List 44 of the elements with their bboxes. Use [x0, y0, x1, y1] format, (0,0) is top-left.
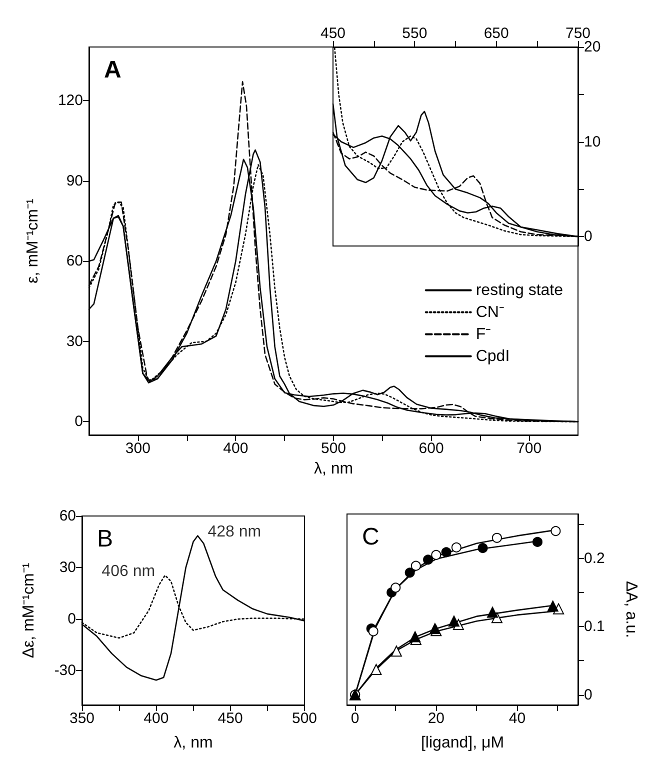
- y-tick-label: 0.2: [584, 550, 605, 567]
- x-tick-label: 40: [508, 710, 526, 727]
- x-tick-label: 500: [320, 440, 346, 457]
- y-tick-label: 30: [66, 332, 83, 350]
- y-tick-label: 10: [584, 133, 601, 150]
- x-tick-label: 350: [69, 710, 95, 727]
- x-tick-label: 0: [350, 710, 360, 727]
- y-tick-label: 0: [74, 413, 83, 430]
- x-axis-title: λ, nm: [314, 460, 354, 478]
- x-tick-label: 650: [484, 25, 509, 42]
- x-tick-label: 400: [223, 440, 248, 457]
- y-axis-title: ε, mM⁻¹cm⁻¹: [24, 198, 42, 284]
- legend-label: F⁻: [476, 326, 491, 343]
- y-tick-label: -30: [54, 662, 76, 680]
- y-tick-label: 60: [59, 508, 76, 524]
- chart-title: C: [362, 524, 380, 550]
- legend-label: resting state: [476, 282, 564, 299]
- chart-title: A: [104, 56, 122, 84]
- y-axis-title: ΔA, a.u.: [622, 581, 640, 638]
- y-tick-label: 0: [68, 610, 76, 628]
- x-tick-label: 450: [218, 710, 243, 727]
- y-tick-label: 90: [66, 172, 83, 190]
- y-tick-label: 30: [59, 559, 76, 576]
- x-tick-label: 400: [144, 710, 169, 727]
- chart-title: B: [97, 526, 114, 552]
- x-tick-label: 300: [125, 440, 150, 457]
- x-axis-title: λ, nm: [174, 734, 213, 752]
- y-tick-label: 60: [66, 252, 83, 270]
- legend-label: CpdI: [476, 348, 510, 365]
- x-tick-label: 450: [320, 25, 346, 42]
- annotation: 406 nm: [102, 562, 156, 580]
- y-tick-label: 0.1: [584, 618, 605, 636]
- x-axis-title: [ligand], μM: [420, 734, 504, 752]
- y-axis-title: Δε, mM⁻¹cm⁻¹: [20, 562, 38, 658]
- y-tick-label: 120: [58, 92, 83, 110]
- annotation: 428 nm: [208, 523, 262, 540]
- x-tick-label: 600: [418, 440, 444, 457]
- y-tick-label: 0: [584, 228, 592, 246]
- x-tick-label: 700: [516, 440, 542, 457]
- x-tick-label: 500: [292, 710, 317, 727]
- x-tick-label: 20: [428, 710, 444, 727]
- legend-label: CN⁻: [476, 304, 504, 321]
- y-tick-label: 0: [584, 686, 592, 704]
- x-tick-label: 550: [402, 25, 428, 42]
